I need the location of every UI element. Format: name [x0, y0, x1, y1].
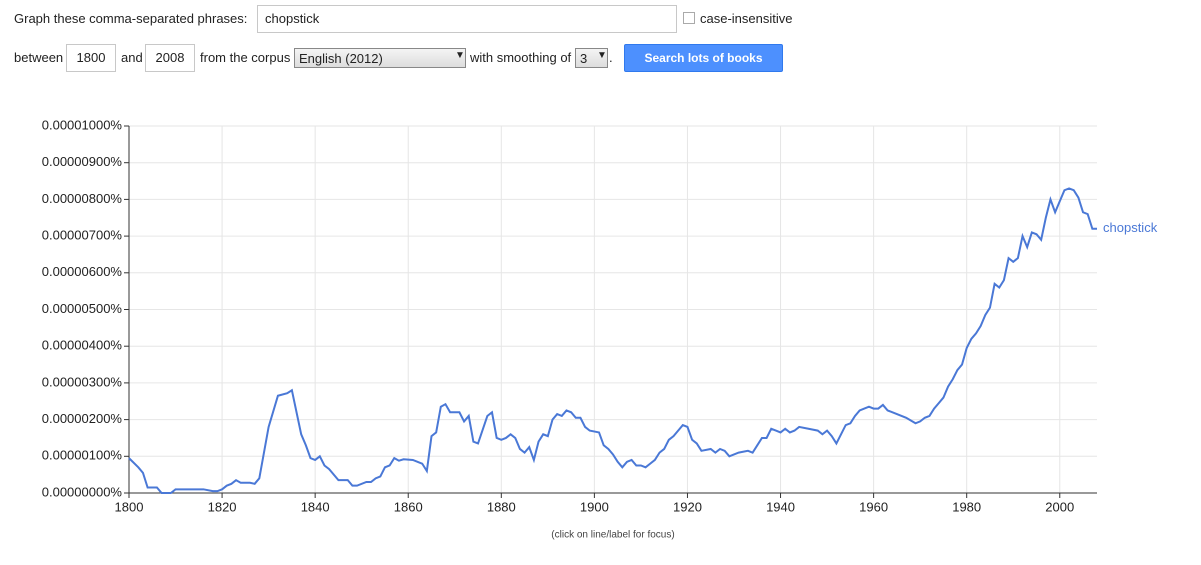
- y-tick-label: 0.00000300%: [42, 374, 123, 389]
- y-tick-label: 0.00000400%: [42, 338, 123, 353]
- y-tick-label: 0.00000700%: [42, 228, 123, 243]
- y-tick-label: 0.00000200%: [42, 411, 123, 426]
- x-tick-label: 1940: [766, 499, 795, 514]
- x-tick-label: 1960: [859, 499, 888, 514]
- case-checkbox[interactable]: [683, 12, 695, 24]
- y-tick-label: 0.00001000%: [42, 117, 123, 132]
- search-button[interactable]: Search lots of books: [624, 44, 783, 72]
- end-year-input[interactable]: 2008: [145, 44, 195, 72]
- corpus-select[interactable]: English (2012): [294, 48, 466, 68]
- smoothing-select[interactable]: 3: [575, 48, 608, 68]
- y-tick-label: 0.00000600%: [42, 264, 123, 279]
- and-label: and: [121, 50, 143, 65]
- x-tick-label: 1820: [208, 499, 237, 514]
- case-label: case-insensitive: [700, 11, 793, 26]
- dropdown-arrow: ▼: [597, 50, 607, 61]
- phrases-input[interactable]: chopstick: [257, 5, 677, 33]
- x-tick-label: 1920: [673, 499, 702, 514]
- y-tick-label: 0.00000100%: [42, 448, 123, 463]
- y-tick-label: 0.00000900%: [42, 154, 123, 169]
- y-tick-label: 0.00000800%: [42, 191, 123, 206]
- footer-note: (click on line/label for focus): [551, 530, 674, 541]
- corpus-label: from the corpus: [200, 50, 291, 65]
- x-tick-label: 1840: [301, 499, 330, 514]
- x-tick-label: 1900: [580, 499, 609, 514]
- period: .: [609, 50, 613, 65]
- series-line: [128, 187, 1097, 494]
- smoothing-label: with smoothing of: [470, 50, 572, 65]
- x-tick-label: 1800: [115, 499, 144, 514]
- start-year-input[interactable]: 1800: [66, 44, 116, 72]
- between-label: between: [14, 50, 64, 65]
- x-tick-label: 1860: [394, 499, 423, 514]
- y-tick-label: 0.00000500%: [42, 301, 123, 316]
- series-label[interactable]: chopstick: [1103, 220, 1158, 235]
- x-tick-label: 2000: [1045, 499, 1074, 514]
- y-tick-label: 0.00000000%: [42, 484, 123, 499]
- x-tick-label: 1880: [487, 499, 516, 514]
- phrases-label: Graph these comma-separated phrases:: [14, 11, 248, 26]
- dropdown-arrow: ▼: [455, 50, 465, 61]
- x-tick-label: 1980: [952, 499, 981, 514]
